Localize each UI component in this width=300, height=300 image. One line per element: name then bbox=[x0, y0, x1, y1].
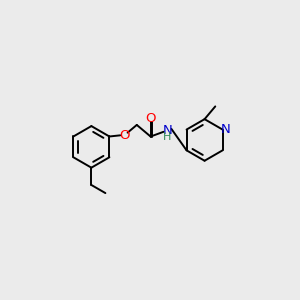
Text: H: H bbox=[163, 132, 172, 142]
Text: N: N bbox=[220, 123, 230, 136]
Text: O: O bbox=[145, 112, 156, 124]
Text: N: N bbox=[163, 124, 172, 137]
Text: O: O bbox=[119, 129, 130, 142]
